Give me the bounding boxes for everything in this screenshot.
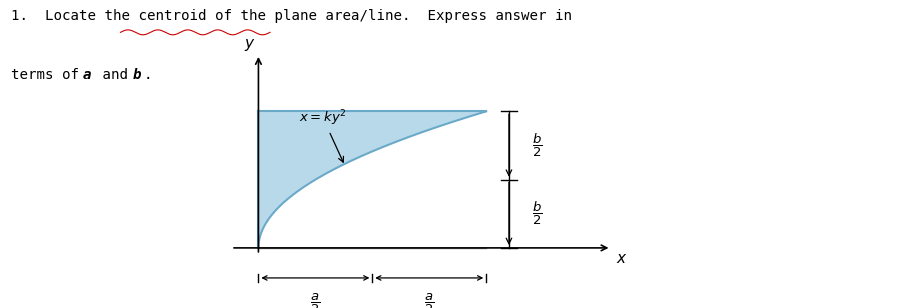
- Text: $\dfrac{b}{2}$: $\dfrac{b}{2}$: [532, 132, 542, 159]
- Text: $\dfrac{a}{2}$: $\dfrac{a}{2}$: [310, 292, 321, 308]
- Text: b: b: [132, 68, 140, 82]
- Text: and: and: [94, 68, 137, 82]
- Polygon shape: [258, 111, 487, 248]
- Text: $\dfrac{a}{2}$: $\dfrac{a}{2}$: [424, 292, 435, 308]
- Text: $x=ky^2$: $x=ky^2$: [299, 108, 347, 162]
- Text: y: y: [245, 36, 254, 51]
- Text: .: .: [143, 68, 151, 82]
- Text: a: a: [82, 68, 91, 82]
- Text: terms of: terms of: [11, 68, 87, 82]
- Text: $\dfrac{b}{2}$: $\dfrac{b}{2}$: [532, 200, 542, 227]
- Text: x: x: [616, 251, 625, 265]
- Text: 1.  Locate the centroid of the plane area/line.  Express answer in: 1. Locate the centroid of the plane area…: [11, 9, 572, 23]
